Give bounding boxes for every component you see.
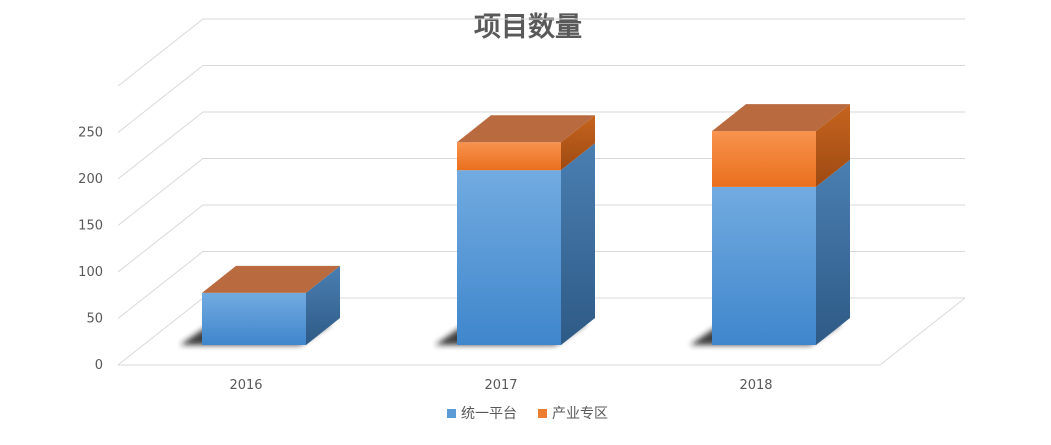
bars xyxy=(180,104,850,345)
y-tick-label-0: 0 xyxy=(95,358,103,373)
bar-side-2018-series-1 xyxy=(816,104,850,187)
bar-front-2018-series-1 xyxy=(712,131,816,187)
bar-side-2017-series-0 xyxy=(561,143,595,345)
bar-2017-series-1 xyxy=(457,115,595,171)
bar-side-2018-series-0 xyxy=(816,159,850,345)
gridline-1 xyxy=(117,251,965,319)
bar-front-2017-series-1 xyxy=(457,142,561,171)
gridline-6 xyxy=(117,18,965,87)
gridline-4 xyxy=(117,111,965,180)
legend-label-series-1: 产业专区 xyxy=(552,406,608,422)
gridlines xyxy=(117,18,966,366)
bar-top-2017 xyxy=(457,115,595,143)
legend-swatch-series-1 xyxy=(538,409,547,418)
bar-2017-series-0 xyxy=(457,143,595,345)
chart-title: 项目数量 xyxy=(474,12,582,43)
y-tick-label-1: 50 xyxy=(86,312,103,327)
bar-2018-series-1 xyxy=(712,104,850,187)
bar-top-2018 xyxy=(712,104,850,132)
legend-item-series-1: 产业专区 xyxy=(538,406,608,422)
x-tick-label-0: 2016 xyxy=(229,378,262,393)
legend-item-series-0: 统一平台 xyxy=(447,406,517,422)
bar-top-2016 xyxy=(202,265,340,293)
gridline-5 xyxy=(117,65,965,133)
bar-2016-series-0 xyxy=(202,265,340,345)
y-tick-label-4: 200 xyxy=(78,172,103,187)
bar-side-2016-series-0 xyxy=(306,265,340,345)
legend-label-series-0: 统一平台 xyxy=(461,406,517,422)
bar-front-2016-series-0 xyxy=(202,292,306,345)
bar-front-2018-series-0 xyxy=(712,186,816,345)
y-tick-label-3: 150 xyxy=(78,219,103,234)
bar-side-2017-series-1 xyxy=(561,115,595,171)
gridline-3 xyxy=(117,158,965,226)
bar-2018-series-0 xyxy=(712,159,850,345)
legend-swatch-series-0 xyxy=(447,409,456,418)
x-tick-label-1: 2017 xyxy=(484,378,517,393)
y-axis: 0 50 100 150 200 250 xyxy=(78,126,103,374)
bar-front-2017-series-0 xyxy=(457,170,561,345)
floor-right-edge xyxy=(879,297,966,366)
y-tick-label-5: 250 xyxy=(78,126,103,141)
y-tick-label-2: 100 xyxy=(78,265,103,280)
gridline-2 xyxy=(117,204,965,273)
legend: 统一平台 产业专区 xyxy=(447,406,608,422)
x-axis: 2016 2017 2018 xyxy=(229,378,772,393)
x-tick-label-2: 2018 xyxy=(739,378,772,393)
